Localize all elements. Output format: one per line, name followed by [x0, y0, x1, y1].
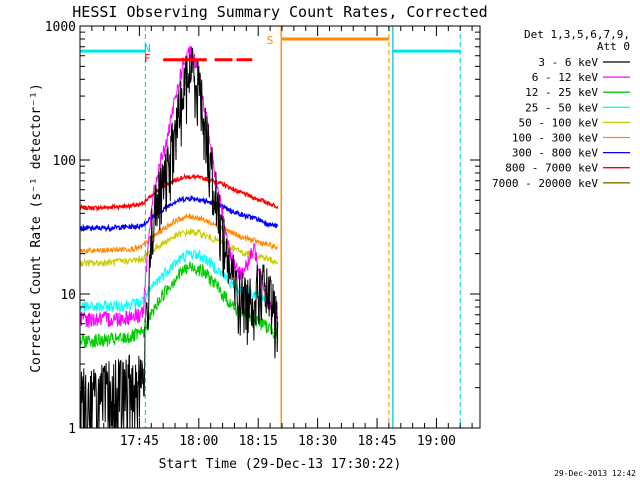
series-line-5 — [79, 227, 279, 268]
legend-header: Det 1,3,5,6,7,9, — [524, 28, 630, 41]
x-axis-title: Start Time (29-Dec-13 17:30:22) — [159, 457, 402, 472]
annotation-night-start: N — [144, 42, 151, 55]
y-tick-label: 1 — [68, 422, 76, 437]
x-tick-label: 18:00 — [179, 434, 218, 449]
axis-layer: 17:45 18:00 18:15 18:30 18:45 19:00 1 10 100 1000 — [45, 20, 480, 449]
legend-label-6: 100 - 300 keV — [512, 132, 598, 145]
legend-label-7: 300 - 800 keV — [512, 147, 598, 160]
legend-label-9: 7000 - 20000 keV — [492, 177, 598, 190]
series-line-6 — [79, 212, 279, 256]
y-axis-title: Corrected Count Rate (s⁻¹ detector⁻¹) — [29, 83, 44, 373]
x-tick-label: 18:30 — [298, 434, 337, 449]
series-line-8 — [79, 173, 279, 213]
flag-layer: NF S — [80, 26, 461, 428]
legend: Det 1,3,5,6,7,9,Att 0 3 - 6 keV 6 - 12 keV… — [492, 28, 630, 190]
series-line-1 — [79, 47, 279, 429]
legend-header: Att 0 — [597, 40, 630, 53]
x-tick-label: 18:15 — [239, 434, 278, 449]
legend-label-2: 6 - 12 keV — [532, 71, 599, 84]
series-line-3 — [79, 261, 279, 348]
y-tick-label: 100 — [53, 154, 76, 169]
legend-label-1: 3 - 6 keV — [538, 56, 598, 69]
x-tick-label: 18:45 — [357, 434, 396, 449]
y-tick-label: 1000 — [45, 20, 76, 35]
legend-label-8: 800 - 7000 keV — [505, 162, 598, 175]
y-tick-label: 10 — [60, 288, 76, 303]
annotation-SAA: S — [267, 34, 274, 47]
data-layer — [79, 45, 279, 429]
series-line-7 — [79, 194, 279, 233]
x-tick-label: 17:45 — [120, 434, 159, 449]
footer-timestamp: 29-Dec-2013 12:42 — [554, 469, 636, 478]
chart-title: HESSI Observing Summary Count Rates, Cor… — [72, 3, 487, 21]
legend-label-4: 25 - 50 keV — [525, 101, 598, 114]
x-tick-label: 19:00 — [417, 434, 456, 449]
plot-frame — [79, 25, 481, 429]
legend-label-5: 50 - 100 keV — [519, 116, 599, 129]
annotation-flare: F — [144, 52, 151, 65]
legend-label-3: 12 - 25 keV — [525, 86, 598, 99]
